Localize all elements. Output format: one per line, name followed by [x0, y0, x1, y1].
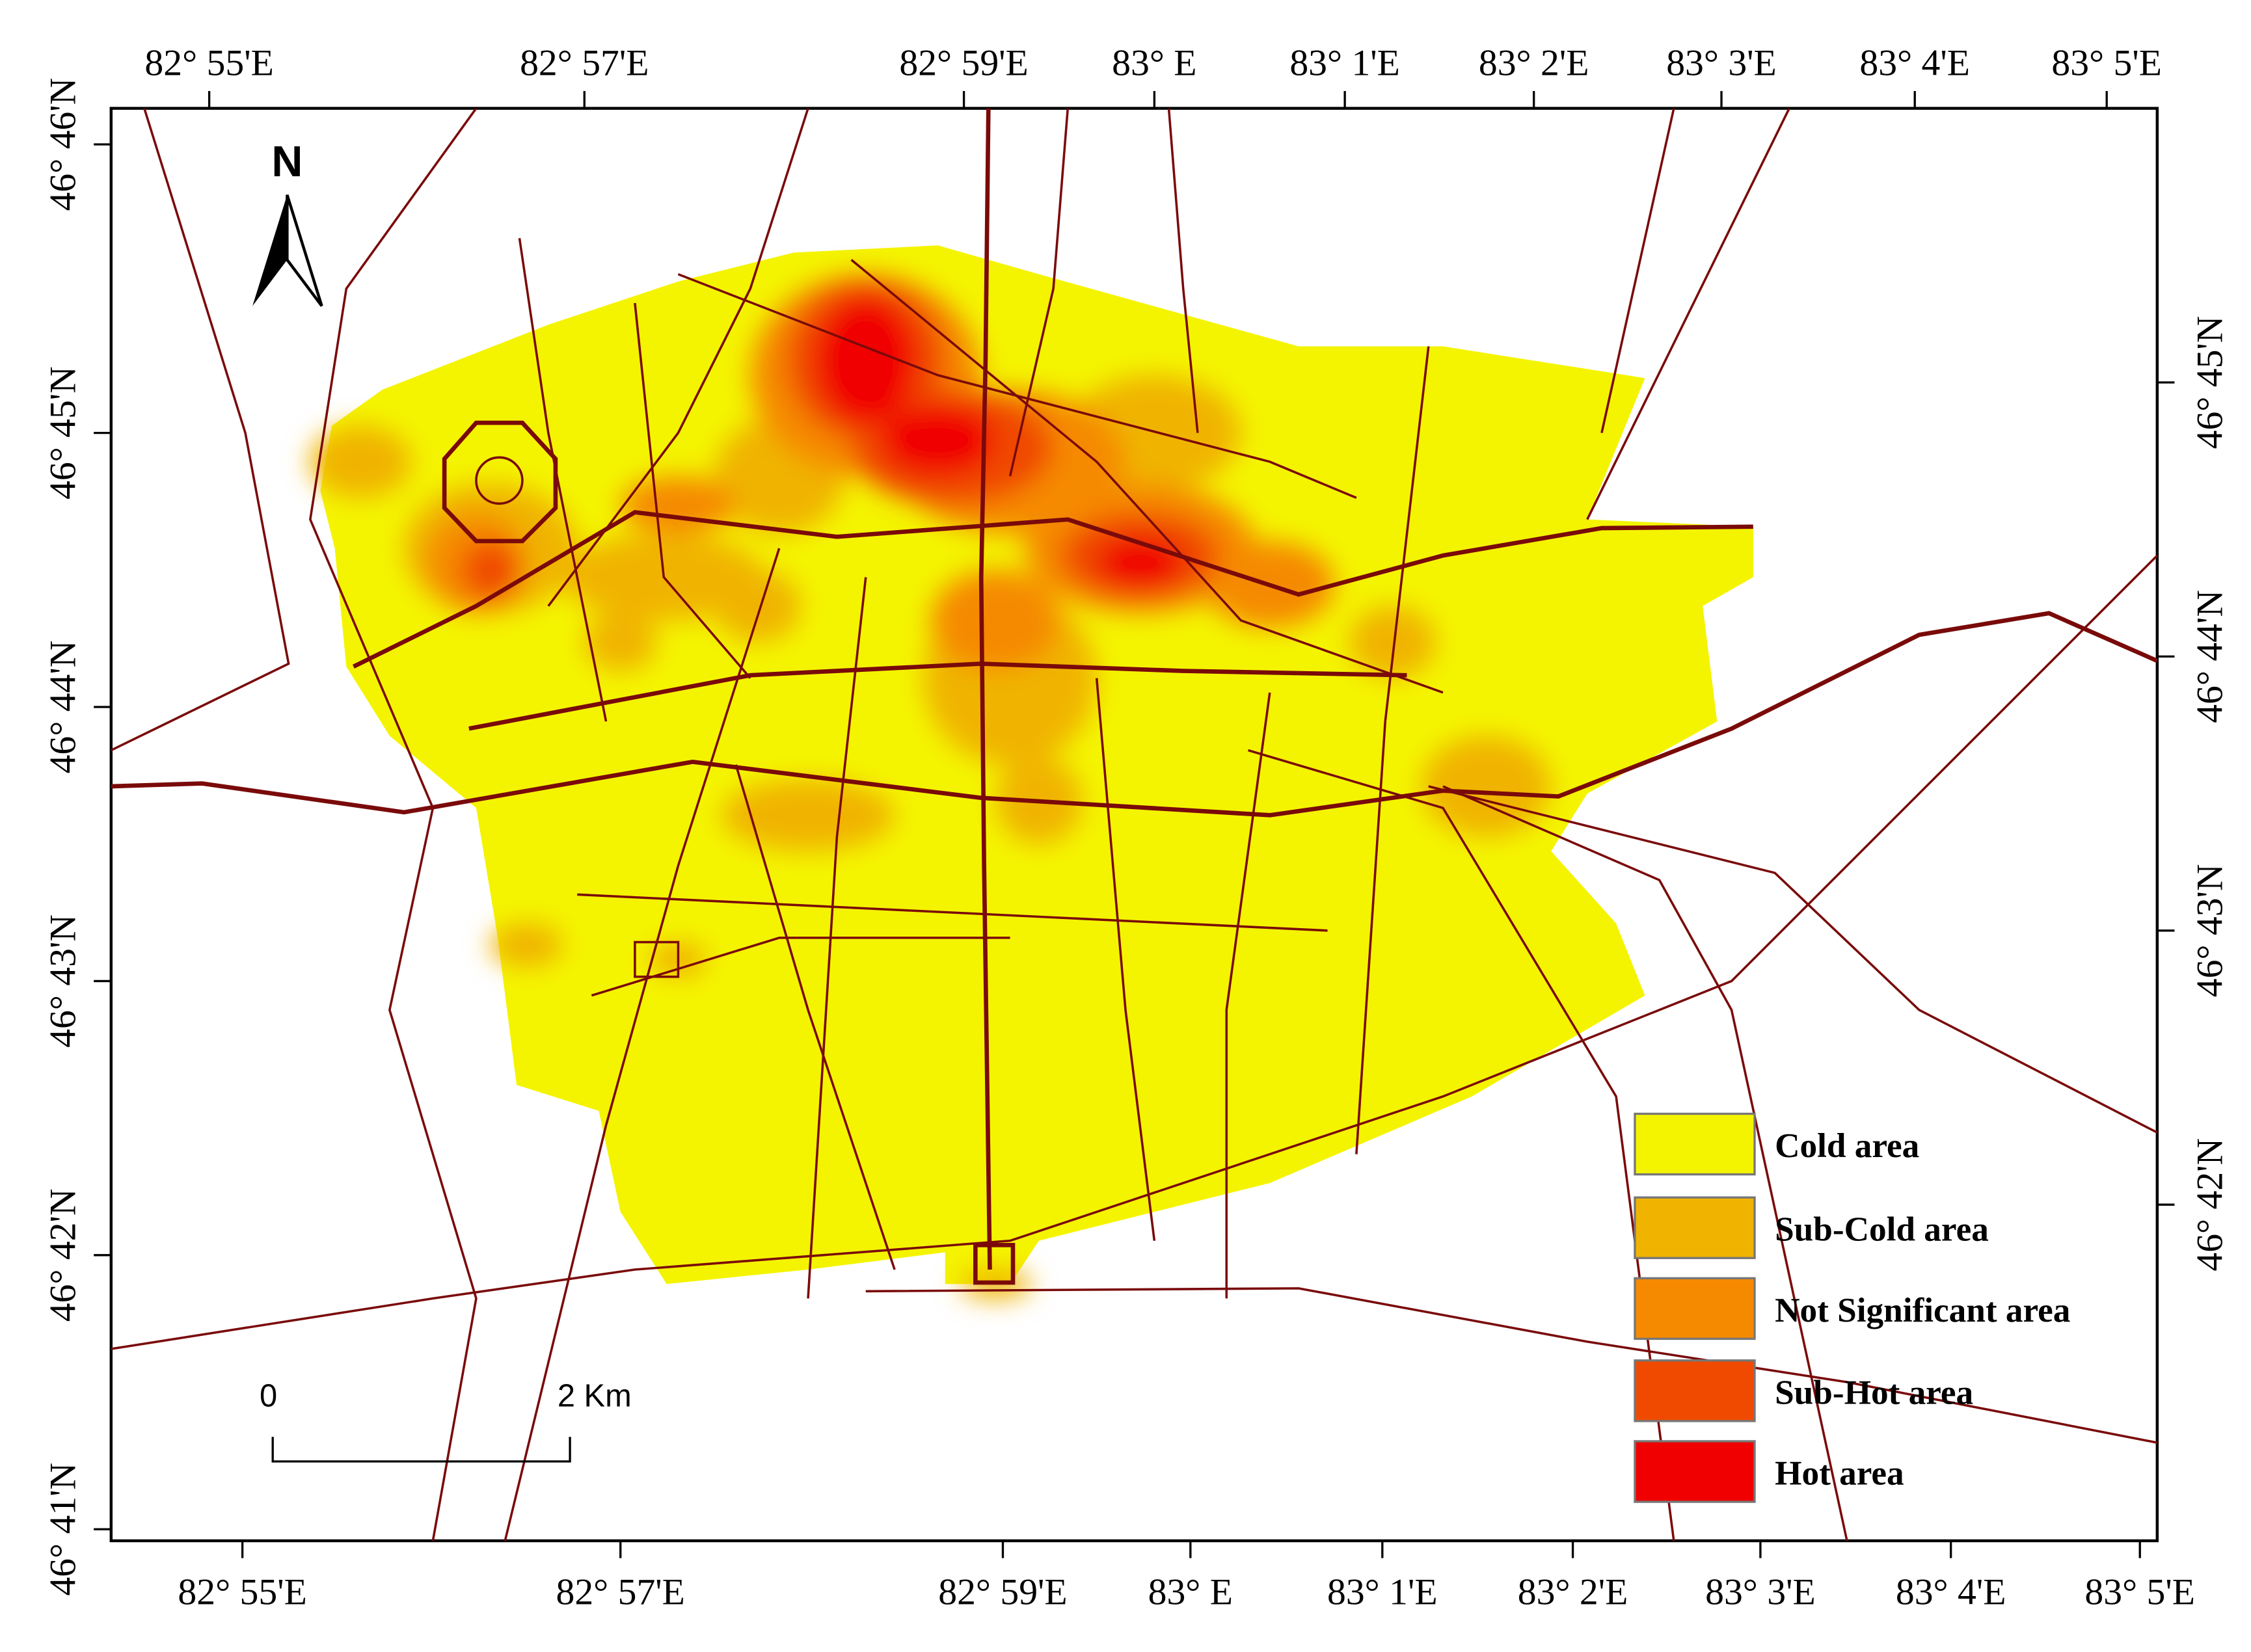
graticule-labels: 82° 55'E 82° 57'E 82° 59'E 83° E 83° 1'E 83° …: [42, 43, 2230, 1613]
scale-start: 0: [260, 1379, 277, 1414]
legend-label: Sub-Hot area: [1775, 1373, 1973, 1411]
heat-blob: [491, 923, 563, 967]
bottom-label: 83° 3'E: [1705, 1572, 1816, 1613]
legend-swatch: [1634, 1196, 1756, 1259]
legend-label: Not Significant area: [1775, 1291, 2070, 1329]
bottom-label: 82° 57'E: [556, 1572, 685, 1613]
scale-bar-line: [271, 1437, 571, 1463]
top-label: 83° 2'E: [1479, 43, 1589, 84]
legend-swatch: [1634, 1112, 1756, 1176]
legend-label: Cold area: [1775, 1126, 1919, 1165]
legend: Cold area Sub-Cold area Not Significant ar…: [1634, 1112, 2070, 1503]
bottom-label: 83° 1'E: [1327, 1572, 1438, 1613]
legend-swatch: [1634, 1359, 1756, 1422]
bottom-label: 83° 2'E: [1518, 1572, 1628, 1613]
heat-blob: [815, 295, 917, 426]
heat-blob: [310, 425, 412, 498]
legend-swatch: [1634, 1277, 1756, 1340]
north-arrow: N: [252, 138, 323, 307]
heat-blob: [1421, 736, 1552, 837]
scale-bar: 0 2 Km: [260, 1379, 632, 1463]
bottom-label: 82° 59'E: [938, 1572, 1067, 1613]
top-label: 82° 57'E: [520, 43, 649, 84]
top-label: 83° 3'E: [1666, 43, 1777, 84]
top-label: 83° E: [1112, 43, 1196, 84]
heat-blob: [584, 613, 657, 671]
right-label: 46° 44'N: [2190, 590, 2231, 723]
top-label: 83° 1'E: [1289, 43, 1400, 84]
top-label: 82° 59'E: [899, 43, 1028, 84]
bottom-label: 83° 5'E: [2084, 1572, 2195, 1613]
legend-swatch: [1634, 1440, 1756, 1503]
legend-label: Hot area: [1775, 1454, 1904, 1492]
heat-blob: [930, 570, 1061, 671]
top-label: 83° 5'E: [2051, 43, 2162, 84]
north-arrow-right: [286, 194, 323, 307]
right-label: 46° 43'N: [2190, 864, 2231, 997]
left-label: 46° 45'N: [42, 366, 83, 500]
top-label: 82° 55'E: [144, 43, 273, 84]
heat-blob: [1349, 606, 1436, 678]
legend-label: Sub-Cold area: [1775, 1210, 1989, 1249]
scale-end: 2 Km: [558, 1379, 632, 1414]
heat-blob: [721, 779, 895, 851]
north-label: N: [271, 138, 303, 186]
left-label: 46° 46'N: [42, 78, 83, 211]
top-label: 83° 4'E: [1859, 43, 1970, 84]
bottom-label: 83° E: [1148, 1572, 1233, 1613]
left-label: 46° 42'N: [42, 1188, 83, 1322]
heat-blob: [714, 570, 801, 643]
left-label: 46° 43'N: [42, 914, 83, 1048]
heat-blob: [880, 404, 996, 477]
bottom-label: 82° 55'E: [178, 1572, 306, 1613]
left-label: 46° 41'N: [42, 1463, 83, 1596]
heat-blob: [461, 540, 520, 599]
left-label: 46° 44'N: [42, 641, 83, 774]
roads: [111, 108, 2157, 1541]
right-label: 46° 42'N: [2190, 1138, 2231, 1272]
bottom-label: 83° 4'E: [1896, 1572, 2006, 1613]
right-label: 46° 45'N: [2190, 316, 2231, 449]
